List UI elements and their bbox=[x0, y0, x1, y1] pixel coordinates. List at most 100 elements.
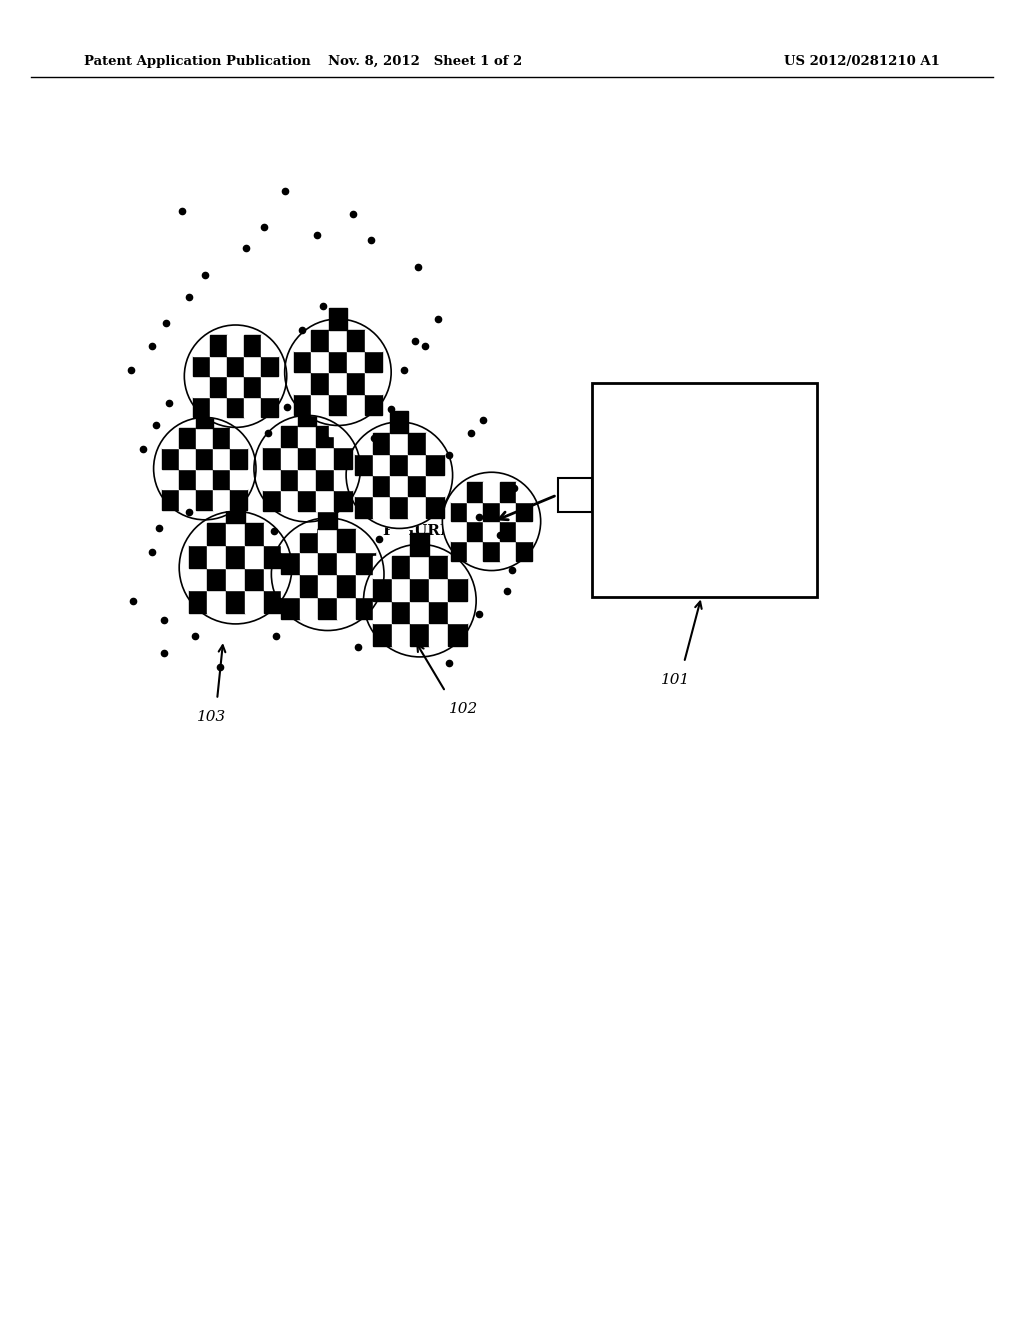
Bar bbox=[390, 496, 409, 517]
Bar bbox=[449, 556, 467, 578]
Bar bbox=[179, 469, 197, 490]
Bar bbox=[261, 335, 279, 355]
Bar bbox=[356, 597, 375, 619]
Bar bbox=[329, 372, 347, 393]
Bar bbox=[373, 454, 390, 475]
Bar bbox=[162, 447, 179, 469]
Bar bbox=[429, 556, 447, 578]
Bar bbox=[483, 561, 500, 581]
Bar bbox=[409, 496, 426, 517]
Text: 102: 102 bbox=[449, 702, 478, 717]
Bar bbox=[365, 393, 382, 414]
Text: 101: 101 bbox=[662, 673, 690, 688]
Bar bbox=[373, 475, 390, 496]
Bar bbox=[558, 478, 592, 512]
Bar bbox=[197, 469, 213, 490]
Bar bbox=[355, 433, 373, 454]
Bar bbox=[390, 454, 409, 475]
Bar bbox=[409, 433, 426, 454]
Bar bbox=[355, 454, 373, 475]
Bar bbox=[213, 469, 230, 490]
Bar bbox=[193, 397, 210, 417]
Bar bbox=[409, 475, 426, 496]
Bar bbox=[318, 597, 337, 619]
Bar bbox=[337, 529, 356, 552]
Bar bbox=[263, 447, 281, 469]
Bar bbox=[179, 428, 197, 447]
Bar bbox=[337, 552, 356, 574]
Bar bbox=[294, 393, 311, 414]
Bar bbox=[318, 529, 337, 552]
Bar bbox=[213, 490, 230, 510]
Bar bbox=[347, 351, 365, 372]
Bar bbox=[316, 447, 334, 469]
Bar bbox=[263, 426, 281, 447]
Bar bbox=[391, 623, 411, 645]
Bar bbox=[391, 601, 411, 623]
Bar bbox=[300, 552, 318, 574]
Bar bbox=[426, 496, 443, 517]
Bar bbox=[334, 490, 351, 511]
Bar bbox=[227, 335, 244, 355]
Bar bbox=[298, 469, 316, 490]
Bar bbox=[244, 335, 261, 355]
Bar bbox=[318, 574, 337, 597]
Bar bbox=[390, 433, 409, 454]
Bar bbox=[451, 502, 467, 521]
Bar bbox=[516, 541, 532, 561]
Bar bbox=[162, 490, 179, 510]
Bar bbox=[210, 355, 227, 376]
Bar bbox=[298, 447, 316, 469]
Ellipse shape bbox=[442, 473, 541, 570]
Bar bbox=[261, 355, 279, 376]
Bar bbox=[245, 590, 264, 612]
Bar bbox=[411, 578, 429, 601]
Bar bbox=[311, 372, 329, 393]
Bar bbox=[411, 533, 429, 556]
Bar bbox=[294, 372, 311, 393]
Bar bbox=[500, 482, 516, 502]
Bar bbox=[226, 612, 245, 635]
Bar bbox=[373, 433, 390, 454]
Bar bbox=[365, 372, 382, 393]
Bar bbox=[356, 529, 375, 552]
Bar bbox=[162, 428, 179, 447]
Bar bbox=[426, 454, 443, 475]
Bar bbox=[311, 351, 329, 372]
Bar bbox=[298, 405, 316, 426]
Bar bbox=[226, 523, 245, 545]
Bar bbox=[426, 475, 443, 496]
Bar bbox=[226, 545, 245, 568]
Bar bbox=[373, 496, 390, 517]
Bar bbox=[411, 645, 429, 668]
Bar bbox=[197, 447, 213, 469]
Bar bbox=[449, 623, 467, 645]
Bar bbox=[483, 541, 500, 561]
Bar bbox=[281, 552, 299, 574]
Text: Patent Application Publication: Patent Application Publication bbox=[84, 55, 310, 67]
Bar bbox=[188, 523, 207, 545]
Bar bbox=[311, 330, 329, 351]
Bar bbox=[316, 469, 334, 490]
Bar bbox=[467, 521, 483, 541]
Bar bbox=[337, 574, 356, 597]
Bar bbox=[391, 556, 411, 578]
Bar bbox=[592, 383, 817, 597]
Bar bbox=[261, 397, 279, 417]
Bar bbox=[245, 568, 264, 590]
Bar bbox=[311, 393, 329, 414]
Bar bbox=[429, 601, 447, 623]
Bar bbox=[207, 568, 226, 590]
Bar bbox=[245, 545, 264, 568]
Bar bbox=[347, 372, 365, 393]
Bar bbox=[281, 574, 299, 597]
Bar bbox=[373, 556, 391, 578]
Bar bbox=[197, 428, 213, 447]
Bar bbox=[244, 376, 261, 397]
Bar bbox=[230, 469, 248, 490]
Bar bbox=[451, 482, 467, 502]
Bar bbox=[451, 521, 467, 541]
Bar bbox=[188, 590, 207, 612]
Bar bbox=[411, 623, 429, 645]
Bar bbox=[451, 541, 467, 561]
